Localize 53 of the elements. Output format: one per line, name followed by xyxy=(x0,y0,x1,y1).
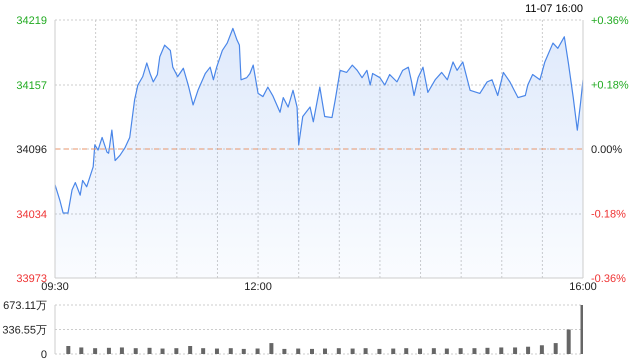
bar xyxy=(350,348,355,354)
y2-tick-label: +0.36% xyxy=(591,15,629,27)
x-tick-label: 12:00 xyxy=(244,281,272,293)
bar xyxy=(472,348,476,354)
y-tick-label: 34034 xyxy=(16,209,47,222)
bar xyxy=(444,348,449,354)
bar xyxy=(310,348,314,354)
bar xyxy=(377,348,382,354)
bar xyxy=(256,348,260,354)
bar xyxy=(214,348,219,354)
bar xyxy=(323,348,327,354)
y-tick-label: 673.11万 xyxy=(3,300,47,312)
bar xyxy=(404,348,408,354)
bar xyxy=(554,343,558,354)
y-tick-label: 34157 xyxy=(16,80,47,92)
bar xyxy=(513,347,518,354)
bar xyxy=(566,330,571,354)
bar xyxy=(485,348,490,354)
bar xyxy=(106,348,111,354)
bar xyxy=(526,346,530,354)
bar xyxy=(540,345,544,354)
bar xyxy=(418,348,422,354)
bar xyxy=(148,348,152,354)
y2-tick-label: +0.18% xyxy=(591,80,629,92)
y-tick-label: 0 xyxy=(40,349,47,360)
y-tick-label: 34096 xyxy=(16,144,47,156)
bar xyxy=(336,348,341,354)
x-tick-label: 16:00 xyxy=(569,281,597,293)
x-tick-label: 09:30 xyxy=(41,281,69,293)
chart-subtitle: 11-07 16:00 xyxy=(525,3,583,15)
bar xyxy=(391,348,396,354)
y2-tick-label: 0.00% xyxy=(591,144,622,156)
bar xyxy=(120,347,124,354)
bar xyxy=(188,346,192,354)
bar xyxy=(458,348,463,354)
bar xyxy=(242,348,246,354)
y-tick-label: 336.55万 xyxy=(2,324,47,336)
bar xyxy=(66,346,70,354)
bar xyxy=(79,347,84,354)
bar xyxy=(160,348,165,354)
y-tick-label: 34219 xyxy=(16,15,47,27)
bar xyxy=(499,347,504,354)
bar xyxy=(134,348,138,354)
bar xyxy=(228,348,233,354)
bar xyxy=(296,348,300,354)
bar xyxy=(201,348,206,354)
bar xyxy=(174,348,178,354)
y2-tick-label: -0.18% xyxy=(591,208,626,220)
bar xyxy=(93,348,98,354)
bar xyxy=(282,348,286,354)
bar xyxy=(364,348,368,354)
bar xyxy=(269,343,274,354)
bar xyxy=(432,348,436,354)
